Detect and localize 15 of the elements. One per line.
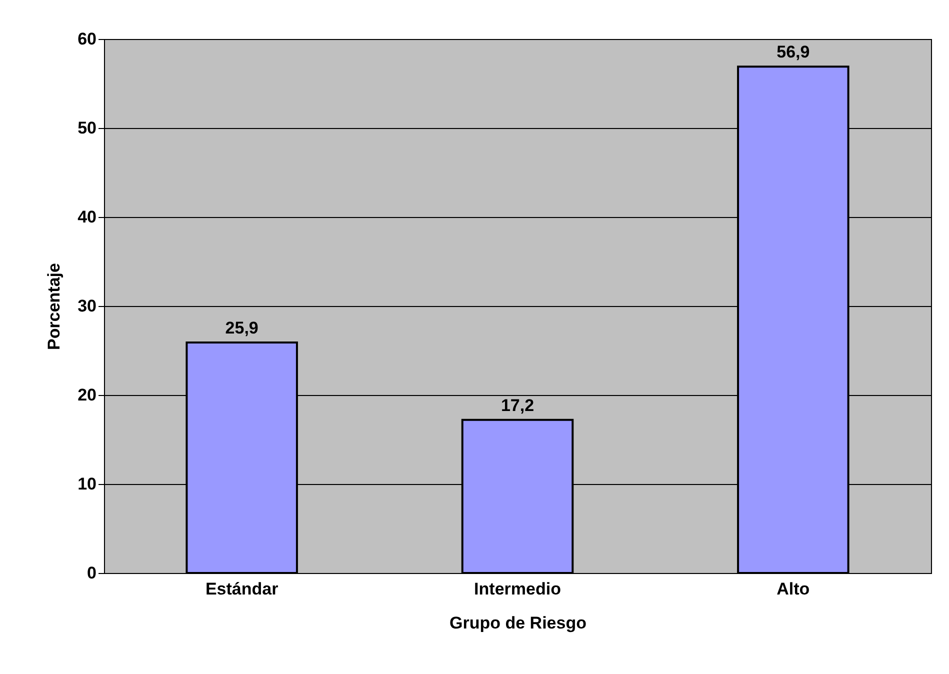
- y-tick-label: 50: [78, 118, 96, 138]
- data-label: 17,2: [500, 396, 534, 415]
- y-tick-label: 60: [78, 30, 96, 48]
- x-axis-title: Grupo de Riesgo: [450, 614, 586, 632]
- x-tick-label: Alto: [776, 580, 810, 598]
- y-tick-label: 0: [87, 564, 96, 582]
- y-tick-label: 40: [78, 208, 96, 226]
- y-tick-label: 10: [78, 474, 96, 494]
- x-tick-label: Estándar: [205, 580, 279, 598]
- x-tick-label: Intermedio: [474, 580, 561, 598]
- data-label: 56,9: [776, 42, 810, 62]
- data-label: 25,9: [225, 318, 258, 338]
- y-tick-label: 20: [78, 386, 96, 404]
- y-axis-title: Porcentaje: [44, 263, 64, 350]
- y-tick-label: 30: [78, 296, 96, 316]
